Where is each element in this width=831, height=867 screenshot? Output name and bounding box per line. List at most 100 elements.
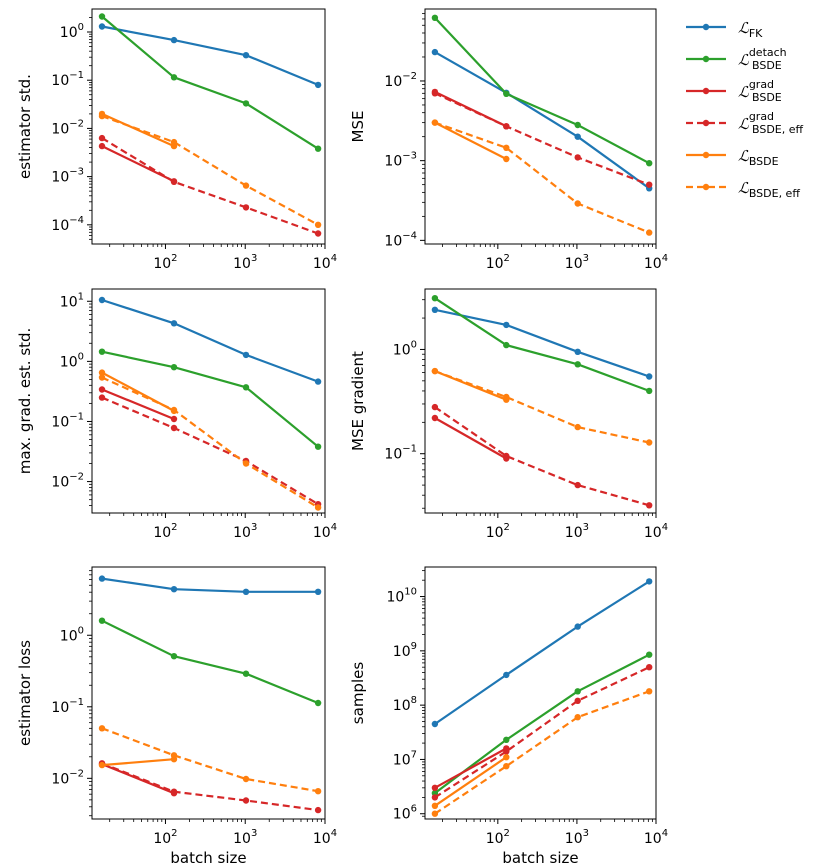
series-line <box>434 308 650 378</box>
data-point <box>314 699 322 707</box>
data-point <box>646 688 653 695</box>
minor-ticks <box>422 299 653 516</box>
data-point <box>170 138 178 146</box>
data-point <box>314 443 322 450</box>
series-fk <box>98 23 322 89</box>
data-point <box>98 348 106 355</box>
series-line <box>434 17 650 165</box>
legend-marker <box>702 151 710 159</box>
y-axis-label: samples <box>349 662 367 725</box>
series-fk <box>431 578 653 728</box>
subplot-3: 102 103 104 10−2 10−1 100 101 max. grad. est. s… <box>16 288 337 541</box>
series-line <box>101 396 319 506</box>
series-bsde-detach <box>431 651 653 797</box>
y-tick-label: 101 <box>60 291 84 310</box>
series-bsde-grad-eff <box>431 90 653 188</box>
series-bsde-eff <box>98 725 322 795</box>
data-point <box>170 36 178 44</box>
minor-ticks <box>89 17 322 247</box>
data-point <box>98 142 106 150</box>
series-line <box>101 371 175 412</box>
y-tick-label: 100 <box>60 22 84 41</box>
data-point <box>503 763 510 770</box>
series-bsde-detach <box>98 617 322 707</box>
series-bsde-grad <box>98 386 178 423</box>
data-point <box>242 204 250 211</box>
data-point <box>574 133 581 140</box>
series-fk <box>431 48 653 192</box>
series-line <box>434 666 650 799</box>
y-tick-label: 1010 <box>386 587 417 606</box>
legend-marker <box>702 87 710 95</box>
series-line <box>101 388 175 421</box>
series-bsde-eff <box>431 367 653 446</box>
x-tick-label: 103 <box>565 253 589 272</box>
data-point <box>431 119 439 126</box>
series-fk <box>431 306 653 380</box>
series-line <box>434 297 650 392</box>
legend-label: ℒgrad BSDE <box>738 78 782 104</box>
series-line <box>434 370 650 444</box>
data-point <box>170 424 178 432</box>
series-line <box>101 376 319 509</box>
series-line <box>101 727 319 793</box>
data-point <box>314 378 322 385</box>
data-point <box>503 144 510 151</box>
y-tick-label: 10−2 <box>51 472 84 491</box>
data-point <box>314 230 322 237</box>
data-point <box>170 320 178 327</box>
data-point <box>170 74 178 81</box>
series-bsde-detach <box>98 13 322 152</box>
data-point <box>503 321 510 329</box>
series-bsde-detach <box>431 295 653 395</box>
y-tick-label: 10−2 <box>384 71 417 90</box>
y-axis-label: MSE gradient <box>349 351 367 451</box>
series-bsde-eff <box>431 119 653 236</box>
series-line <box>101 619 319 705</box>
series-fk <box>98 575 322 595</box>
data-point <box>170 586 178 593</box>
data-point <box>170 406 178 414</box>
x-tick-label: 102 <box>153 828 177 847</box>
data-point <box>503 341 510 349</box>
legend-label: ℒBSDE, eff <box>738 179 800 200</box>
data-point <box>431 802 439 809</box>
series-line <box>434 406 650 507</box>
data-point <box>431 295 439 302</box>
minor-ticks <box>89 570 322 822</box>
x-axis-label: batch size <box>502 849 578 867</box>
data-point <box>98 617 106 624</box>
axes-frame <box>91 8 326 245</box>
y-tick-label: 10−3 <box>51 167 84 186</box>
axes-frame <box>424 566 657 820</box>
legend-label: ℒgrad BSDE, eff <box>738 110 804 136</box>
data-point <box>170 653 178 660</box>
x-tick-label: 102 <box>486 828 510 847</box>
subplot-5: 102 103 104 10−2 10−1 100 estimator loss batch … <box>16 566 337 867</box>
data-point <box>503 736 510 743</box>
data-point <box>431 367 439 375</box>
x-tick-label: 104 <box>644 522 668 541</box>
series-line <box>101 25 319 86</box>
legend-label: ℒBSDE <box>738 147 779 168</box>
x-tick-label: 102 <box>153 522 177 541</box>
x-tick-label: 102 <box>486 522 510 541</box>
data-point <box>431 414 439 422</box>
data-point <box>431 14 439 21</box>
data-point <box>98 134 106 142</box>
legend-label: ℒFK <box>738 19 763 40</box>
data-point <box>242 182 250 189</box>
data-point <box>503 748 510 755</box>
y-tick-label: 100 <box>60 625 84 644</box>
data-point <box>503 155 510 163</box>
legend-label: ℒdetach BSDE <box>738 46 787 72</box>
data-point <box>98 394 106 401</box>
data-point <box>98 23 106 30</box>
x-tick-label: 103 <box>233 522 257 541</box>
x-tick-label: 104 <box>313 522 337 541</box>
x-tick-label: 104 <box>313 253 337 272</box>
data-point <box>646 664 653 671</box>
legend-entry: ℒBSDE, eff <box>686 179 800 200</box>
series-line <box>434 580 650 725</box>
series-bsde-eff <box>98 112 322 228</box>
